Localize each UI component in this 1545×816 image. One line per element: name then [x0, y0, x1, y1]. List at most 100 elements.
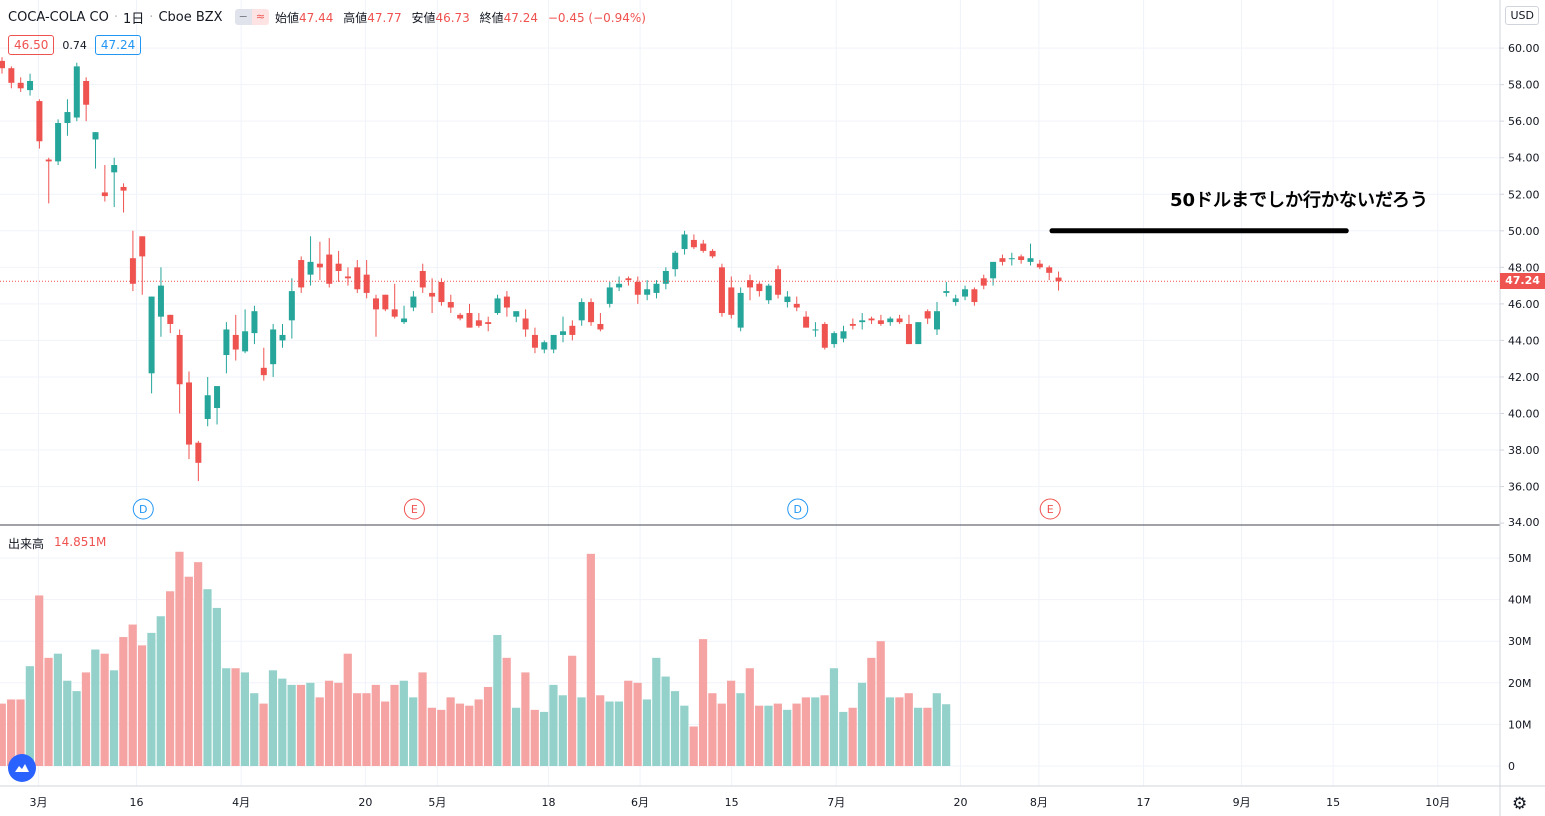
candle	[270, 323, 277, 377]
candle	[644, 280, 651, 301]
candle	[971, 287, 978, 306]
high-value: 47.77	[367, 10, 402, 25]
candle-body	[457, 314, 464, 319]
candle	[36, 99, 43, 149]
candle-body	[905, 323, 912, 345]
candle	[401, 305, 408, 324]
candle	[690, 234, 697, 250]
candle-body	[541, 342, 548, 350]
volume-bar	[577, 697, 586, 766]
volume-bar	[44, 657, 53, 766]
volume-bar	[184, 576, 193, 766]
volume-bar	[493, 634, 502, 766]
time-tick-label: 7月	[827, 796, 845, 809]
time-tick-label: 16	[130, 796, 144, 809]
candle	[288, 278, 295, 339]
volume-bar	[876, 641, 885, 766]
candle-body	[653, 283, 660, 293]
candle-body	[83, 80, 90, 105]
candle	[831, 331, 838, 348]
interval-label[interactable]: 1日	[123, 11, 145, 27]
time-tick-label: 15	[725, 796, 739, 809]
price-tick-label: 40.00	[1508, 408, 1540, 421]
volume-bar	[278, 678, 287, 766]
candle	[438, 278, 445, 306]
candle	[522, 309, 529, 337]
volume-bar	[63, 680, 72, 766]
volume-bar	[194, 562, 203, 766]
candle	[962, 285, 969, 301]
volume-bar	[306, 682, 315, 766]
volume-bar	[727, 680, 736, 766]
candle	[513, 311, 520, 323]
price-tick-label: 38.00	[1508, 444, 1540, 457]
time-tick-label: 17	[1137, 796, 1151, 809]
volume-bar	[231, 668, 240, 766]
candle-body	[344, 276, 351, 279]
candle-body	[148, 296, 155, 374]
volume-bar	[848, 707, 857, 766]
volume-bar	[100, 653, 109, 766]
volume-bar	[792, 703, 801, 766]
volume-bar	[624, 680, 633, 766]
candle	[569, 320, 576, 341]
candle	[373, 294, 379, 337]
price-tick-label: 60.00	[1508, 42, 1540, 55]
candle-body	[27, 80, 34, 91]
currency-label[interactable]: USD	[1505, 6, 1539, 25]
time-tick-label: 3月	[29, 796, 47, 809]
candle-body	[999, 258, 1006, 262]
candle-body	[232, 334, 239, 350]
time-tick-label: 5月	[428, 796, 446, 809]
time-tick-label: 9月	[1233, 796, 1251, 809]
price-tick-label: 50.00	[1508, 225, 1540, 238]
candle-body	[784, 296, 791, 303]
candle-body	[176, 334, 183, 385]
candle-body	[494, 298, 501, 314]
candle	[204, 376, 211, 427]
volume-bar	[942, 704, 951, 766]
dividend-event-marker: D	[787, 498, 809, 520]
candle	[73, 62, 80, 122]
candle	[653, 280, 660, 299]
candle	[157, 267, 164, 337]
candle-body	[186, 382, 192, 445]
candle-body	[485, 322, 492, 324]
candle-body	[812, 329, 819, 331]
candle	[232, 314, 239, 361]
volume-bar	[137, 645, 147, 766]
volume-bar	[409, 697, 418, 766]
candle	[840, 325, 847, 343]
candle-body	[288, 291, 295, 321]
candle-body	[204, 395, 211, 419]
candle	[849, 318, 856, 330]
earnings-event-marker: E	[403, 498, 425, 520]
candle	[999, 254, 1006, 266]
ask-price[interactable]: 47.24	[94, 35, 142, 55]
candle	[167, 314, 174, 334]
candle-body	[877, 320, 884, 324]
bid-price[interactable]: 46.50	[8, 35, 55, 55]
volume-bar	[661, 676, 670, 766]
candle	[718, 263, 725, 317]
volume-bar	[250, 693, 259, 766]
candle-body	[17, 82, 24, 89]
candle	[634, 276, 641, 304]
candle	[756, 281, 763, 297]
candle	[111, 157, 118, 208]
volume-bar	[7, 699, 16, 766]
annotation-text[interactable]: 50ドルまでしか行かないだろう	[1170, 190, 1428, 211]
tradingview-logo-icon[interactable]	[8, 754, 36, 782]
volume-bar	[16, 699, 25, 766]
candle	[176, 329, 183, 414]
settings-gear-icon[interactable]: ⚙	[1512, 794, 1528, 814]
candle	[214, 386, 221, 425]
price-tick-label: 54.00	[1508, 152, 1540, 165]
candle	[709, 249, 716, 259]
symbol-name[interactable]: COCA-COLA CO	[8, 9, 109, 25]
candle	[775, 265, 782, 299]
event-label: D	[794, 503, 802, 516]
volume-bar	[895, 697, 904, 766]
compare-badge[interactable]: − ≈	[234, 9, 270, 25]
